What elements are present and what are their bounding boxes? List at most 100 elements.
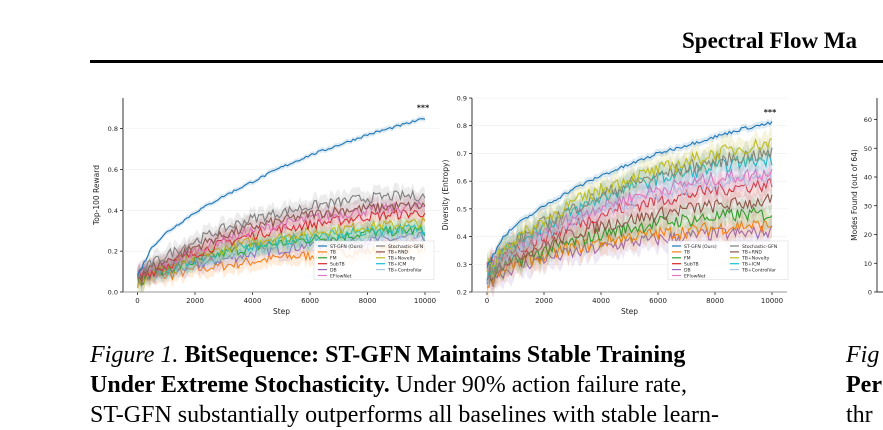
chart2-line-tb-novelty [486,137,772,273]
chart2-legend-label-tb-controlvar: TB+ControlVar [741,267,776,273]
chart2-legend-label-tb-novelty: TB+Novelty [741,256,770,262]
chart2-line-st-gfn-ours [486,121,773,268]
chart2-legend-label-eflownet: EFlowNet [684,273,706,279]
figure-1-charts: 0 2000 4000 6000 8000 10000 0.0 0.2 0.4 0.6 0.8 Ste… [92,95,883,316]
chart3-y-tick-label: 30 [864,202,872,210]
caption-text: Under 90% action failure rate, [389,372,687,398]
chart1-band-tb-rnd [137,193,425,290]
chart2-x-tick-label: 4000 [592,297,610,305]
chart1-legend-label-eflownet: EFlowNet [330,273,352,279]
chart2-legend-label-subtb: SubTB [684,262,699,268]
chart1-legend-label-tb-novelty: TB+Novelty [387,256,416,262]
next-caption-text: thr [846,402,873,428]
chart2-band-tb [487,209,772,299]
chart1-legend-box [313,240,435,280]
next-caption-bold: Per [846,372,882,398]
chart3-y-tick-label: 20 [864,231,872,239]
chart2-legend-label-tb-rnd: TB+RND [741,250,762,256]
caption-text-cont: ST-GFN substantially outperforms all bas… [90,402,720,428]
chart1-x-tick-label: 8000 [359,297,377,305]
chart3-y-tick-label: 50 [864,145,872,153]
header-rule [90,60,883,63]
chart2-band-eflownet [487,157,772,288]
chart1-y-tick-label: 0.2 [108,248,118,256]
chart1-band-eflownet [137,193,425,283]
chart1-legend-label-st-gfn-ours: ST-GFN (Ours) [330,244,363,250]
chart1-x-tick-label: 4000 [244,297,262,305]
chart2-x-tick-label: 10000 [761,297,783,305]
chart2-y-tick-label: 0.7 [457,150,467,158]
chart1-x-tick-label: 10000 [414,297,436,305]
chart2-x-tick-label: 6000 [649,297,667,305]
chart2-y-tick-label: 0.6 [457,178,467,186]
chart1-line-db [137,231,426,287]
chart3-y-tick-label: 0 [868,289,872,297]
chart1-legend-label-db: DB [330,267,337,273]
caption-title-cont: Under Extreme Stochasticity. [90,372,390,398]
caption-title: BitSequence: ST-GFN Maintains Stable Tra… [184,342,686,368]
chart2-line-fm [486,206,773,283]
chart1-band-subtb [137,201,425,286]
chart1-y-tick-label: 0.6 [108,166,118,174]
chart2-legend-label-tb: TB [683,250,690,256]
chart1-band-stochastic-gfn [137,182,425,286]
chart2-line-tb-controlvar [486,172,773,283]
chart2-band-stochastic-gfn [487,136,772,292]
chart2-significance-annotation: *** [764,108,777,117]
chart3-y-axis-label: Modes Found (out of 64) [850,149,859,241]
chart3-y-tick-label: 40 [864,174,872,182]
chart1-x-tick-label: 6000 [301,297,319,305]
chart2-y-tick-label: 0.4 [457,233,467,241]
chart1-line-st-gfn-ours [137,118,426,276]
chart2-legend-label-fm: FM [684,256,691,262]
caption-label: Figure 1. [90,342,179,368]
chart1-legend-label-subtb: SubTB [330,262,345,268]
chart2-line-subtb [486,177,773,273]
chart2-legend-label-stochastic-gfn: Stochastic-GFN [742,244,777,250]
chart1-legend-label-tb-icm: TB+ICM [387,262,406,268]
chart1-line-tb-rnd [137,200,426,283]
chart1-line-stochastic-gfn [136,189,426,278]
chart1-band-fm [137,217,425,293]
running-header-title: Spectral Flow Ma [682,28,858,53]
chart1-legend-label-fm: FM [330,256,337,262]
chart1-line-tb-icm [137,223,426,282]
chart2-legend-label-st-gfn-ours: ST-GFN (Ours) [684,244,717,250]
chart2-y-tick-label: 0.2 [457,289,467,297]
chart1-y-tick-label: 0.4 [108,207,118,215]
chart2-y-tick-label: 0.8 [457,122,467,130]
chart1-line-subtb [137,208,426,280]
chart1-y-tick-label: 0.0 [108,289,118,297]
chart2-line-tb-rnd [486,193,773,283]
chart1-band-tb-novelty [137,209,425,293]
chart2-line-eflownet [486,167,773,276]
chart2-legend-box [667,240,789,280]
chart1-legend-label-stochastic-gfn: Stochastic-GFN [388,244,423,250]
chart1-band-tb-icm [137,216,425,288]
chart2-x-axis-label: Step [621,307,638,316]
chart1-line-tb-controlvar [136,229,426,281]
chart2-band-db [487,214,772,299]
figure-caption: Figure 1. BitSequence: ST-GFN Maintains … [90,340,795,430]
chart1-legend-label-tb: TB [329,250,336,256]
chart2-x-tick-label: 8000 [706,297,724,305]
next-figure-caption: Fig Per thr [846,340,882,430]
chart2-y-tick-label: 0.5 [457,205,467,213]
chart1-x-axis-label: Step [273,307,290,316]
chart1-significance-annotation: *** [417,103,430,112]
chart2-x-tick-label: 0 [485,297,489,305]
chart2-y-tick-label: 0.9 [457,95,467,103]
chart2-line-tb [486,219,773,288]
chart3-y-tick-label: 10 [864,260,872,268]
chart2-band-tb-novelty [487,127,772,284]
next-caption-label: Fig [846,342,880,368]
chart1-y-tick-label: 0.8 [108,125,118,133]
chart2-line-tb-icm [486,152,773,281]
chart2-band-subtb [487,167,772,284]
chart2-band-tb-icm [487,142,772,292]
chart2-x-tick-label: 2000 [535,297,553,305]
chart1-legend-label-tb-controlvar: TB+ControlVar [387,267,422,273]
chart2-line-db [486,225,773,287]
chart1-x-tick-label: 2000 [186,297,204,305]
chart1-line-tb-novelty [137,216,426,285]
